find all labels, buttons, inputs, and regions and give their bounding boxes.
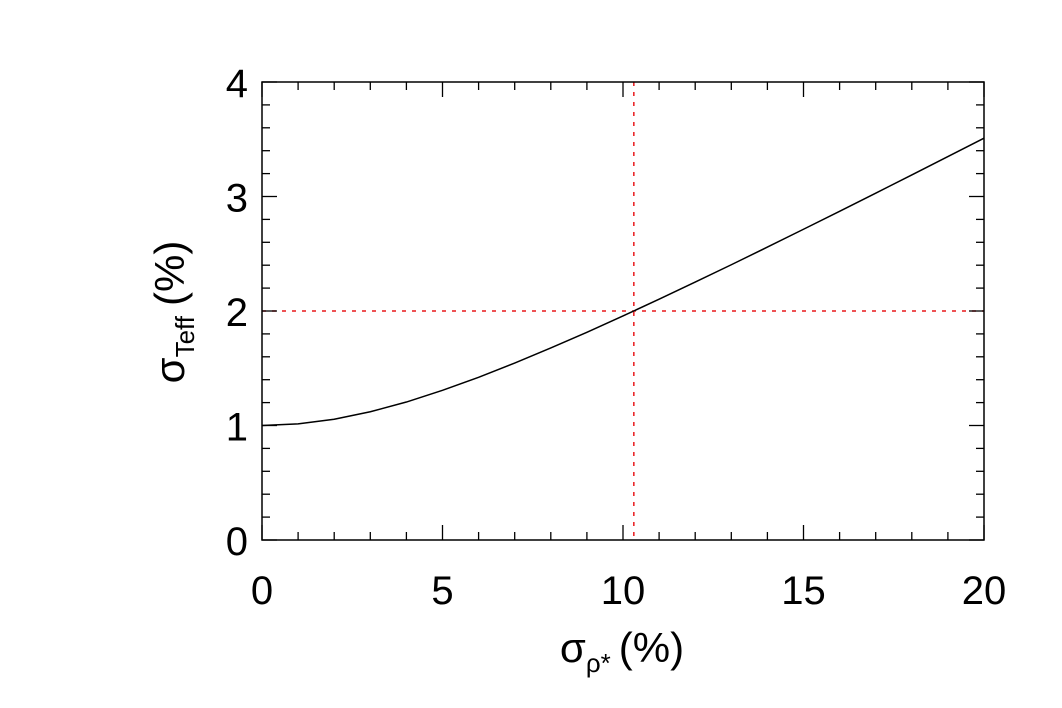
y-tick-label: 3 [226,177,248,221]
x-label-symbol: σ [560,624,586,671]
y-axis-label: σTeff (%) [146,241,200,384]
x-tick-label: 5 [431,569,453,613]
data-line [261,137,985,427]
x-tick-label: 15 [781,569,826,613]
y-tick-label: 2 [226,291,248,335]
y-label-unit: (%) [146,241,193,306]
plot-frame [261,81,985,541]
x-tick-label: 10 [601,569,646,613]
y-tick-label: 4 [226,62,248,106]
x-tick-label: 0 [251,569,273,613]
x-tick-label: 20 [962,569,1007,613]
y-label-symbol: σ [146,357,193,383]
y-label-subscript: Teff [170,315,200,357]
y-tick-label: 1 [226,406,248,450]
y-tick-label: 0 [226,520,248,564]
x-label-unit: (%) [619,624,684,671]
x-axis-label: σρ* (%) [560,624,684,678]
x-label-subscript: ρ* [586,648,611,678]
